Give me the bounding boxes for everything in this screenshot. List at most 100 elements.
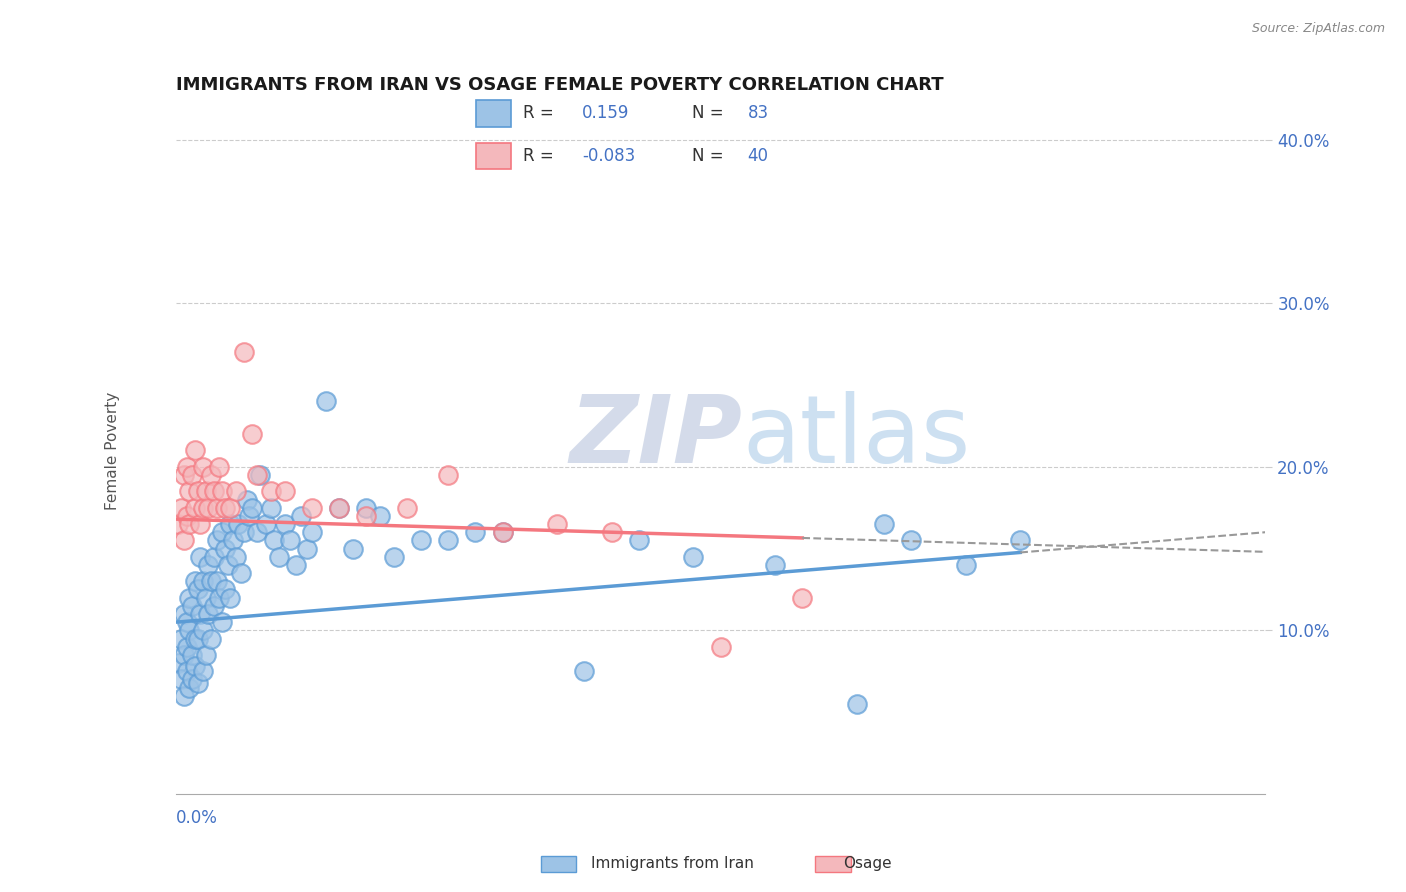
Bar [475, 143, 512, 169]
Point [191, 624, 214, 638]
Point [873, 516, 896, 531]
Point [167, 516, 190, 531]
Point [205, 574, 228, 589]
Text: N =: N = [692, 104, 730, 122]
Point [188, 549, 211, 564]
Point [600, 525, 623, 540]
Point [202, 599, 225, 613]
Text: atlas: atlas [742, 391, 970, 483]
Text: N =: N = [692, 147, 730, 165]
Point [222, 533, 245, 548]
Text: 40: 40 [748, 147, 769, 165]
Point [181, 673, 204, 687]
Point [301, 500, 323, 515]
Point [173, 689, 195, 703]
Text: 0.0%: 0.0% [176, 809, 218, 827]
Point [238, 508, 260, 523]
Text: R =: R = [523, 147, 560, 165]
Point [181, 599, 204, 613]
Point [200, 574, 222, 589]
Point [274, 516, 297, 531]
Point [176, 615, 198, 630]
Point [200, 467, 222, 482]
Point [184, 443, 207, 458]
Point [437, 533, 460, 548]
Point [181, 467, 204, 482]
Point [290, 508, 312, 523]
Point [260, 500, 283, 515]
Point [205, 500, 228, 515]
Point [179, 516, 201, 531]
Point [173, 648, 195, 662]
Point [186, 675, 209, 690]
Bar [475, 100, 512, 127]
Point [184, 500, 207, 515]
Point [219, 500, 242, 515]
Point [202, 484, 225, 499]
Point [409, 533, 432, 548]
Point [184, 632, 207, 646]
Text: Immigrants from Iran: Immigrants from Iran [591, 856, 754, 871]
Point [232, 525, 254, 540]
Point [214, 582, 236, 597]
Point [240, 427, 263, 442]
Point [228, 516, 250, 531]
Text: Osage: Osage [844, 856, 893, 871]
Point [263, 533, 285, 548]
Point [219, 516, 242, 531]
Point [845, 697, 868, 711]
Point [492, 525, 515, 540]
Point [328, 500, 350, 515]
Point [382, 549, 405, 564]
Point [173, 467, 195, 482]
Point [191, 500, 214, 515]
Text: ZIP: ZIP [569, 391, 742, 483]
Point [900, 533, 922, 548]
Point [184, 659, 207, 673]
Point [792, 591, 814, 605]
Text: 83: 83 [748, 104, 769, 122]
Point [186, 632, 209, 646]
Text: IMMIGRANTS FROM IRAN VS OSAGE FEMALE POVERTY CORRELATION CHART: IMMIGRANTS FROM IRAN VS OSAGE FEMALE POV… [176, 77, 943, 95]
Point [186, 484, 209, 499]
Point [356, 500, 378, 515]
Point [176, 459, 198, 474]
Point [170, 632, 193, 646]
Point [186, 582, 209, 597]
Point [179, 624, 201, 638]
Point [191, 574, 214, 589]
Point [546, 516, 568, 531]
Point [194, 484, 217, 499]
Point [269, 549, 291, 564]
Text: R =: R = [523, 104, 564, 122]
Text: 0.159: 0.159 [582, 104, 630, 122]
Point [211, 525, 233, 540]
Point [955, 558, 977, 572]
Point [295, 541, 318, 556]
Point [181, 648, 204, 662]
Point [184, 574, 207, 589]
Point [173, 607, 195, 621]
Point [197, 558, 219, 572]
Text: -0.083: -0.083 [582, 147, 636, 165]
Point [278, 533, 301, 548]
Point [219, 591, 242, 605]
Point [356, 508, 378, 523]
Point [170, 500, 193, 515]
Point [710, 640, 733, 654]
Point [194, 648, 217, 662]
Point [627, 533, 650, 548]
Point [188, 516, 211, 531]
Point [284, 558, 307, 572]
Point [342, 541, 364, 556]
Point [176, 508, 198, 523]
Point [682, 549, 704, 564]
Point [240, 500, 263, 515]
Point [191, 459, 214, 474]
Point [492, 525, 515, 540]
Point [246, 467, 269, 482]
Point [205, 533, 228, 548]
Point [217, 558, 239, 572]
Point [197, 500, 219, 515]
Point [464, 525, 486, 540]
